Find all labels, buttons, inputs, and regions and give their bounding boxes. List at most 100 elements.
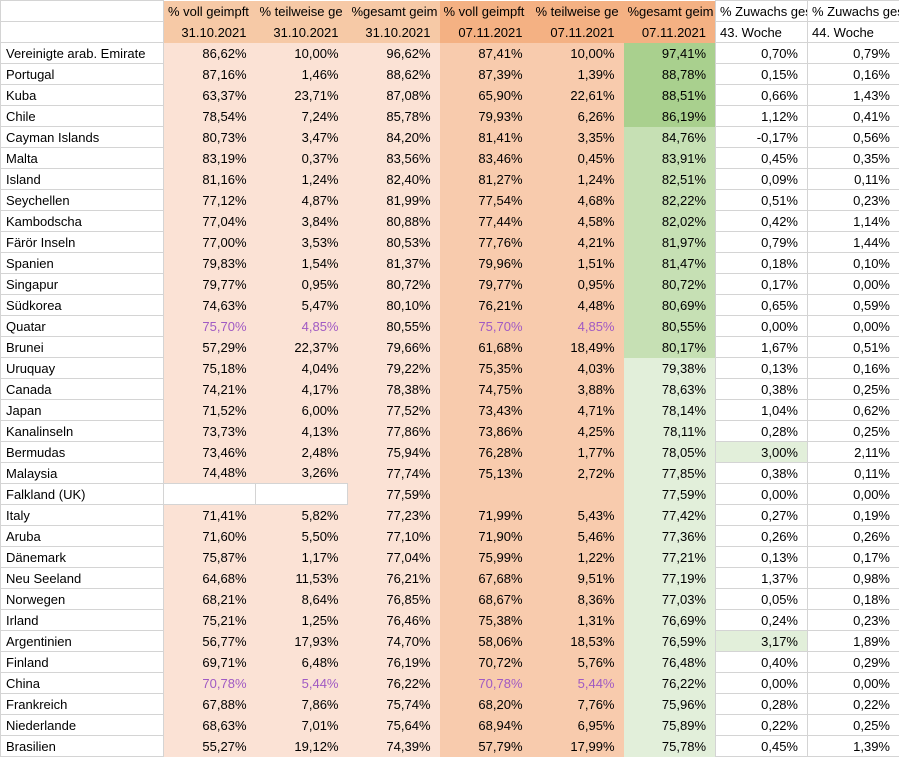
cell-zuwachs-44[interactable]: 0,23%	[808, 610, 899, 631]
cell-teilweise-31[interactable]: 17,93%	[256, 631, 348, 652]
cell-teilweise-31[interactable]: 5,44%	[256, 673, 348, 694]
cell-zuwachs-44[interactable]: 0,35%	[808, 148, 899, 169]
cell-gesamt-31[interactable]: 83,56%	[348, 148, 440, 169]
cell-gesamt-31[interactable]: 77,04%	[348, 547, 440, 568]
cell-voll-31[interactable]	[164, 484, 256, 505]
cell-gesamt-07[interactable]: 82,51%	[624, 169, 716, 190]
cell-voll-31[interactable]: 87,16%	[164, 64, 256, 85]
country-cell[interactable]: Irland	[1, 610, 164, 631]
cell-gesamt-31[interactable]: 85,78%	[348, 106, 440, 127]
cell-zuwachs-43[interactable]: 0,40%	[716, 652, 808, 673]
country-cell[interactable]: Malaysia	[1, 463, 164, 484]
cell-teilweise-31[interactable]: 1,17%	[256, 547, 348, 568]
cell-gesamt-07[interactable]: 75,96%	[624, 694, 716, 715]
cell-gesamt-31[interactable]: 78,38%	[348, 379, 440, 400]
cell-zuwachs-43[interactable]: 0,13%	[716, 358, 808, 379]
cell-voll-31[interactable]: 71,41%	[164, 505, 256, 526]
column-date-zuwachs-44[interactable]: 44. Woche	[808, 22, 899, 43]
cell-teilweise-31[interactable]: 0,37%	[256, 148, 348, 169]
cell-zuwachs-44[interactable]: 0,22%	[808, 694, 899, 715]
cell-teilweise-31[interactable]: 1,25%	[256, 610, 348, 631]
country-cell[interactable]: Singapur	[1, 274, 164, 295]
cell-zuwachs-44[interactable]: 1,39%	[808, 736, 899, 757]
cell-voll-31[interactable]: 75,21%	[164, 610, 256, 631]
cell-zuwachs-43[interactable]: 1,67%	[716, 337, 808, 358]
country-cell[interactable]: Italy	[1, 505, 164, 526]
cell-voll-07[interactable]: 79,96%	[440, 253, 532, 274]
country-cell[interactable]: Niederlande	[1, 715, 164, 736]
cell-voll-31[interactable]: 70,78%	[164, 673, 256, 694]
cell-gesamt-07[interactable]: 77,59%	[624, 484, 716, 505]
cell-zuwachs-44[interactable]: 0,10%	[808, 253, 899, 274]
corner-cell[interactable]	[1, 22, 164, 43]
cell-voll-07[interactable]: 79,93%	[440, 106, 532, 127]
cell-zuwachs-44[interactable]: 1,14%	[808, 211, 899, 232]
cell-teilweise-07[interactable]: 0,95%	[532, 274, 624, 295]
cell-zuwachs-43[interactable]: 0,18%	[716, 253, 808, 274]
cell-gesamt-31[interactable]: 96,62%	[348, 43, 440, 64]
cell-gesamt-07[interactable]: 77,42%	[624, 505, 716, 526]
cell-gesamt-31[interactable]: 77,52%	[348, 400, 440, 421]
cell-gesamt-31[interactable]: 88,62%	[348, 64, 440, 85]
cell-voll-07[interactable]: 77,76%	[440, 232, 532, 253]
cell-gesamt-07[interactable]: 88,51%	[624, 85, 716, 106]
column-date-voll-07[interactable]: 07.11.2021	[440, 22, 532, 43]
cell-teilweise-07[interactable]: 9,51%	[532, 568, 624, 589]
cell-zuwachs-43[interactable]: 0,45%	[716, 148, 808, 169]
cell-teilweise-07[interactable]: 5,76%	[532, 652, 624, 673]
cell-voll-31[interactable]: 75,70%	[164, 316, 256, 337]
column-header-zuwachs-43[interactable]: % Zuwachs ges	[716, 1, 808, 22]
cell-zuwachs-43[interactable]: 0,27%	[716, 505, 808, 526]
cell-gesamt-07[interactable]: 82,02%	[624, 211, 716, 232]
country-cell[interactable]: Färör Inseln	[1, 232, 164, 253]
cell-zuwachs-44[interactable]: 1,89%	[808, 631, 899, 652]
cell-zuwachs-44[interactable]: 0,41%	[808, 106, 899, 127]
cell-voll-07[interactable]: 79,77%	[440, 274, 532, 295]
cell-voll-07[interactable]: 83,46%	[440, 148, 532, 169]
cell-teilweise-31[interactable]: 3,53%	[256, 232, 348, 253]
cell-zuwachs-43[interactable]: -0,17%	[716, 127, 808, 148]
cell-zuwachs-43[interactable]: 3,00%	[716, 442, 808, 463]
cell-teilweise-31[interactable]: 2,48%	[256, 442, 348, 463]
country-cell[interactable]: Uruquay	[1, 358, 164, 379]
cell-gesamt-31[interactable]: 80,53%	[348, 232, 440, 253]
cell-voll-31[interactable]: 77,00%	[164, 232, 256, 253]
country-cell[interactable]: Brasilien	[1, 736, 164, 757]
cell-gesamt-07[interactable]: 77,03%	[624, 589, 716, 610]
column-date-gesamt-07[interactable]: 07.11.2021	[624, 22, 716, 43]
cell-zuwachs-43[interactable]: 0,38%	[716, 379, 808, 400]
cell-teilweise-07[interactable]: 7,76%	[532, 694, 624, 715]
cell-voll-07[interactable]: 75,35%	[440, 358, 532, 379]
cell-zuwachs-44[interactable]: 1,43%	[808, 85, 899, 106]
cell-voll-31[interactable]: 78,54%	[164, 106, 256, 127]
cell-voll-31[interactable]: 68,63%	[164, 715, 256, 736]
cell-voll-07[interactable]: 87,39%	[440, 64, 532, 85]
column-date-teilweise-31[interactable]: 31.10.2021	[256, 22, 348, 43]
cell-zuwachs-44[interactable]: 0,11%	[808, 463, 899, 484]
cell-teilweise-31[interactable]: 7,01%	[256, 715, 348, 736]
cell-voll-31[interactable]: 75,18%	[164, 358, 256, 379]
column-date-voll-31[interactable]: 31.10.2021	[164, 22, 256, 43]
cell-zuwachs-44[interactable]: 0,25%	[808, 715, 899, 736]
cell-voll-31[interactable]: 71,60%	[164, 526, 256, 547]
cell-voll-07[interactable]: 73,86%	[440, 421, 532, 442]
cell-voll-31[interactable]: 75,87%	[164, 547, 256, 568]
cell-gesamt-07[interactable]: 80,17%	[624, 337, 716, 358]
cell-teilweise-31[interactable]: 8,64%	[256, 589, 348, 610]
cell-gesamt-07[interactable]: 78,05%	[624, 442, 716, 463]
cell-gesamt-31[interactable]: 76,85%	[348, 589, 440, 610]
cell-teilweise-31[interactable]: 3,26%	[256, 463, 348, 484]
cell-gesamt-31[interactable]: 80,10%	[348, 295, 440, 316]
cell-zuwachs-43[interactable]: 0,65%	[716, 295, 808, 316]
country-cell[interactable]: Seychellen	[1, 190, 164, 211]
country-cell[interactable]: Cayman Islands	[1, 127, 164, 148]
country-cell[interactable]: Island	[1, 169, 164, 190]
country-cell[interactable]: Kuba	[1, 85, 164, 106]
cell-voll-07[interactable]: 87,41%	[440, 43, 532, 64]
cell-teilweise-07[interactable]: 1,77%	[532, 442, 624, 463]
cell-teilweise-31[interactable]: 4,13%	[256, 421, 348, 442]
column-date-teilweise-07[interactable]: 07.11.2021	[532, 22, 624, 43]
cell-voll-31[interactable]: 86,62%	[164, 43, 256, 64]
cell-voll-07[interactable]: 57,79%	[440, 736, 532, 757]
cell-zuwachs-44[interactable]: 0,51%	[808, 337, 899, 358]
